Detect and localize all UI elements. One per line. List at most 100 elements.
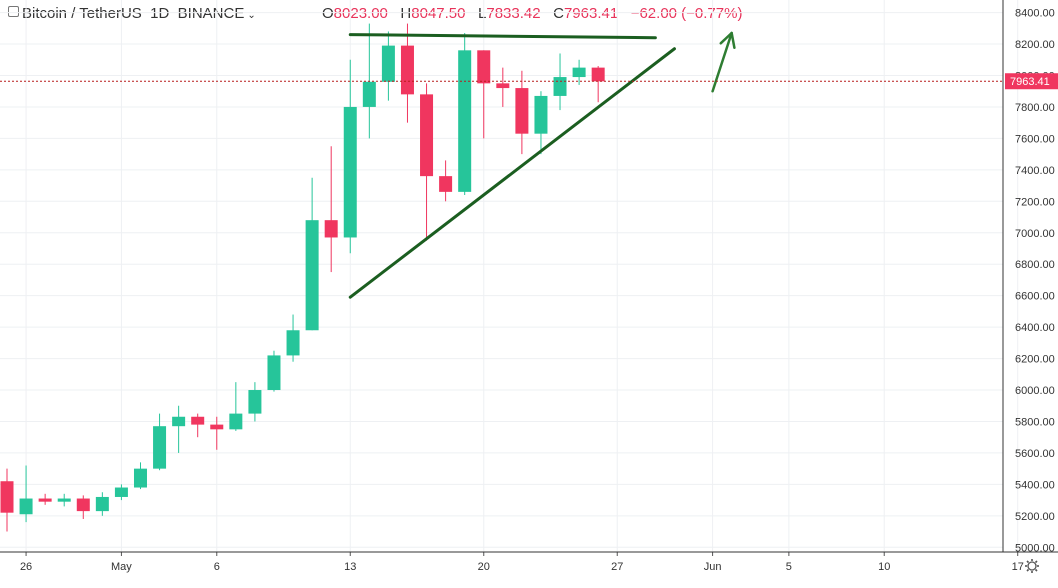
candle-body [38,498,52,502]
trendline[interactable] [348,47,676,299]
arrow-head [730,31,736,50]
candle [305,177,319,331]
gear-icon[interactable] [1025,559,1039,573]
candle [458,33,472,196]
x-tick-label: May [111,561,132,573]
candle [439,160,453,202]
candle-body [343,106,357,238]
candle [114,484,128,501]
y-tick-label: 5600.00 [1015,448,1055,460]
candle-body [114,487,128,497]
candle [553,53,567,111]
candle [420,83,434,241]
y-tick-label: 6400.00 [1015,322,1055,334]
trendline[interactable] [348,33,657,40]
arrow-annotation[interactable] [711,31,736,93]
candle [248,382,262,422]
candle [153,413,167,471]
candle [400,23,414,123]
x-tick-label: 6 [214,561,220,573]
price-badge: 7963.41 [1010,76,1050,88]
y-tick-label: 5400.00 [1015,479,1055,491]
high-value: 8047.50 [411,5,466,22]
y-tick-label: 8200.00 [1015,39,1055,51]
low-label: L [478,5,487,22]
candle-body [0,481,14,513]
open-label: O [322,5,334,22]
candle [210,416,224,450]
close-label: C [553,5,564,22]
candle-body [324,220,338,238]
y-tick-label: 6600.00 [1015,291,1055,303]
x-tick-label: 13 [344,561,356,573]
candle-body [458,50,472,192]
chevron-down-icon[interactable]: ⌄ [247,10,256,21]
x-tick-label: 5 [786,561,792,573]
x-tick-label: Jun [704,561,722,573]
candle [534,91,548,155]
y-tick-label: 6800.00 [1015,259,1055,271]
candle-body [172,416,186,427]
change-value: −62.00 (−0.77%) [630,5,743,22]
y-tick-label: 7200.00 [1015,196,1055,208]
candle [572,59,586,85]
candle [267,350,281,392]
candle-body [362,81,376,107]
exchange-label: BINANCE [177,5,245,22]
y-tick-label: 7400.00 [1015,165,1055,177]
arrow-shaft [711,31,733,93]
open-value: 8023.00 [333,5,388,22]
high-label: H [400,5,412,22]
candle-body [76,498,90,512]
candle [76,495,90,519]
candle-body [515,88,529,134]
candle-body [534,95,548,134]
candle-body [153,426,167,469]
candle-body [305,220,319,331]
y-tick-label: 7800.00 [1015,102,1055,114]
candle-body [439,176,453,192]
candle [0,468,14,532]
close-value: 7963.41 [563,5,619,22]
low-value: 7833.42 [486,5,541,22]
candle-body [133,468,147,488]
candle-body [420,94,434,177]
price-badge-bg [1005,73,1058,90]
x-tick-label: 10 [878,561,890,573]
candle [286,314,300,362]
candle-body [248,390,262,414]
y-tick-label: 8400.00 [1015,8,1055,20]
y-tick-label: 7600.00 [1015,133,1055,145]
y-tick-label: 6200.00 [1015,354,1055,366]
candle [38,493,52,505]
y-tick-label: 7000.00 [1015,228,1055,240]
grid-lines [0,0,1019,552]
x-tick-label: 20 [478,561,490,573]
candle-body [496,83,510,89]
candle-body [95,496,109,512]
arrow-head [719,31,733,45]
candle-body [19,498,33,515]
candle [57,493,71,507]
candle [496,67,510,107]
candle-body [191,416,205,425]
ohlc-readout: O8023.00 H8047.50 L7833.42 C7963.41 −62.… [322,5,742,22]
y-tick-label: 5000.00 [1015,542,1055,554]
x-tick-label: 27 [611,561,623,573]
candle-body [572,67,586,78]
candle-body [591,67,605,82]
symbol-header[interactable]: Bitcoin / TetherUS 1D BINANCE ⌄ [8,5,256,22]
candle-body [400,45,414,95]
candle [343,59,357,254]
candle [172,405,186,453]
candle-body [553,77,567,96]
y-tick-label: 5800.00 [1015,416,1055,428]
symbol-name: Bitcoin / TetherUS [22,5,142,22]
interval-label: 1D [150,5,170,22]
candle [515,70,529,155]
y-tick-label: 6000.00 [1015,385,1055,397]
candles-layer [0,23,605,532]
candle [133,462,147,490]
symbol-icon [8,6,19,17]
